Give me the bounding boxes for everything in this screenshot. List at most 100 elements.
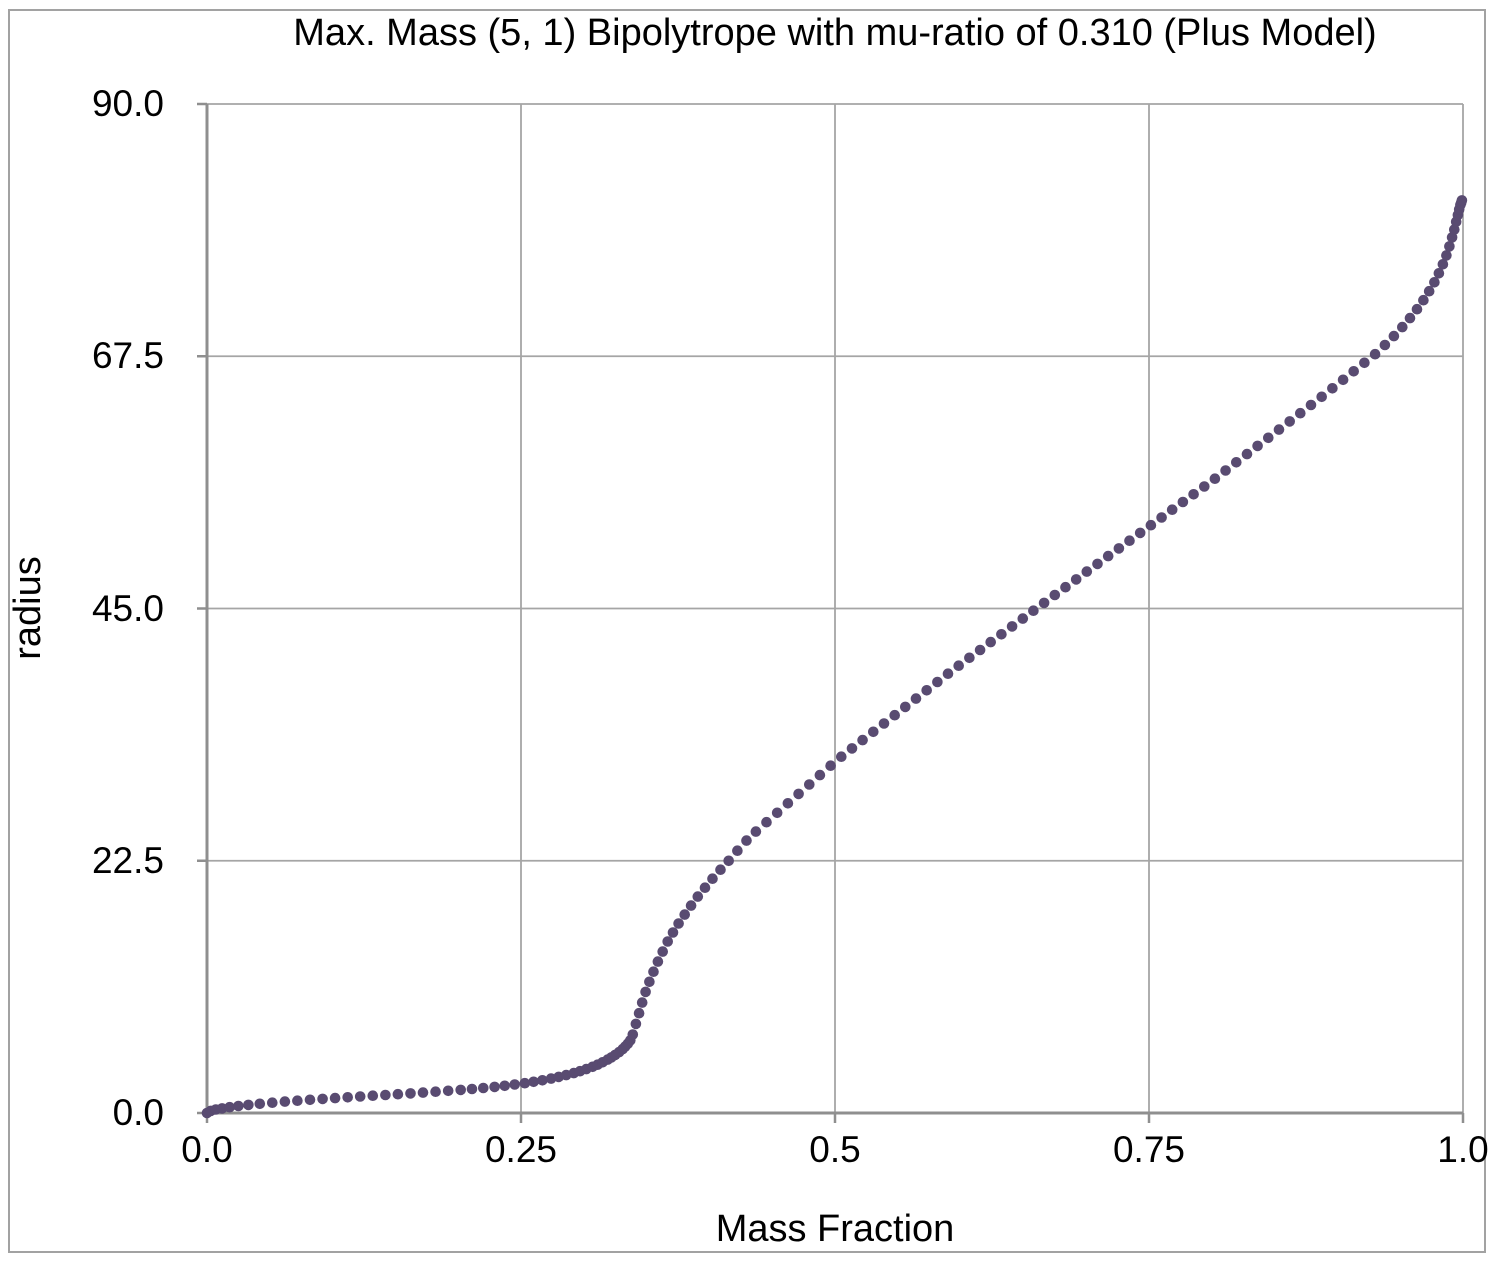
data-point	[292, 1095, 303, 1106]
data-point	[1295, 407, 1306, 419]
data-point	[1433, 268, 1445, 279]
data-point	[1092, 558, 1103, 570]
x-tick-label: 1.0	[1437, 1129, 1489, 1170]
y-tick-label: 45.0	[91, 587, 164, 629]
data-point	[750, 826, 762, 837]
data-point	[685, 900, 697, 911]
data-point	[692, 891, 704, 902]
x-tick-label: 0.5	[809, 1129, 861, 1170]
data-point	[1231, 457, 1242, 468]
data-point	[630, 1018, 642, 1030]
data-point	[442, 1085, 454, 1097]
data-point	[932, 676, 943, 688]
data-point	[846, 743, 858, 754]
data-point	[1348, 366, 1359, 377]
data-point	[1418, 294, 1429, 306]
data-point	[1166, 504, 1178, 515]
data-point	[1441, 250, 1452, 261]
data-point	[921, 685, 932, 696]
data-point	[667, 927, 679, 938]
data-point	[857, 734, 868, 746]
data-point	[1220, 465, 1231, 476]
x-tick-label: 0.0	[181, 1129, 233, 1170]
data-point	[317, 1093, 328, 1105]
data-point	[1379, 339, 1391, 351]
data-point	[417, 1087, 429, 1098]
data-point	[644, 976, 655, 988]
data-point	[1284, 416, 1295, 427]
data-point	[633, 1007, 645, 1019]
data-point	[804, 779, 815, 790]
data-point	[243, 1099, 254, 1111]
data-point	[1199, 481, 1210, 492]
gridlines	[207, 103, 1464, 1113]
data-point	[528, 1076, 539, 1088]
data-point	[1337, 374, 1349, 386]
data-point	[1305, 399, 1317, 411]
data-point	[1359, 357, 1370, 369]
data-point	[405, 1088, 416, 1099]
data-point	[392, 1088, 404, 1100]
data-point	[1369, 348, 1381, 360]
data-point	[964, 652, 975, 664]
y-tick-label: 67.5	[91, 335, 164, 377]
data-point	[910, 693, 922, 704]
data-point	[380, 1089, 391, 1101]
data-point	[652, 956, 664, 967]
data-point	[1252, 440, 1263, 452]
data-point	[1263, 432, 1274, 444]
data-point	[537, 1075, 548, 1086]
data-point	[723, 855, 734, 867]
x-tick-label: 0.75	[1112, 1129, 1185, 1170]
data-point	[793, 788, 804, 800]
data-point	[279, 1096, 291, 1107]
data-point	[254, 1098, 266, 1110]
data-point	[974, 644, 986, 656]
data-point	[1102, 550, 1114, 562]
data-point	[1273, 424, 1285, 435]
data-point	[1081, 566, 1093, 577]
data-point	[1006, 621, 1018, 632]
data-point	[868, 726, 879, 738]
data-point	[996, 629, 1007, 640]
data-point	[329, 1092, 341, 1104]
data-point	[814, 769, 826, 781]
data-point	[1060, 581, 1071, 593]
data-point	[1049, 589, 1061, 601]
data-point	[782, 798, 794, 809]
chart-title: Max. Mass (5, 1) Bipolytrope with mu-rat…	[293, 12, 1377, 54]
data-point	[1156, 512, 1167, 523]
data-point	[707, 873, 718, 884]
data-point	[1397, 321, 1408, 333]
data-point	[1177, 496, 1189, 508]
data-point	[1145, 519, 1157, 531]
data-point	[1241, 448, 1253, 460]
data-point	[1404, 312, 1416, 324]
data-point	[1017, 613, 1029, 624]
data-point	[489, 1081, 500, 1093]
data-point	[1456, 195, 1468, 206]
data-point	[679, 909, 690, 920]
data-point	[732, 845, 743, 856]
data-point	[509, 1079, 520, 1090]
data-point	[889, 709, 900, 721]
x-tick-label: 0.25	[484, 1129, 557, 1170]
data-point	[715, 864, 726, 875]
data-point	[699, 882, 711, 893]
data-point	[1423, 285, 1435, 297]
data-point	[648, 966, 659, 977]
tick-marks	[197, 102, 1465, 1123]
data-point	[499, 1080, 511, 1092]
data-point	[267, 1097, 278, 1108]
data-point	[1444, 241, 1455, 252]
data-point	[354, 1091, 366, 1102]
data-point	[953, 660, 964, 671]
data-point	[430, 1086, 441, 1097]
data-point-series	[201, 195, 1468, 1119]
data-point	[878, 718, 890, 729]
data-point	[1388, 330, 1400, 342]
data-point	[519, 1077, 531, 1089]
data-point	[304, 1094, 316, 1106]
y-tick-label: 0.0	[112, 1092, 164, 1133]
